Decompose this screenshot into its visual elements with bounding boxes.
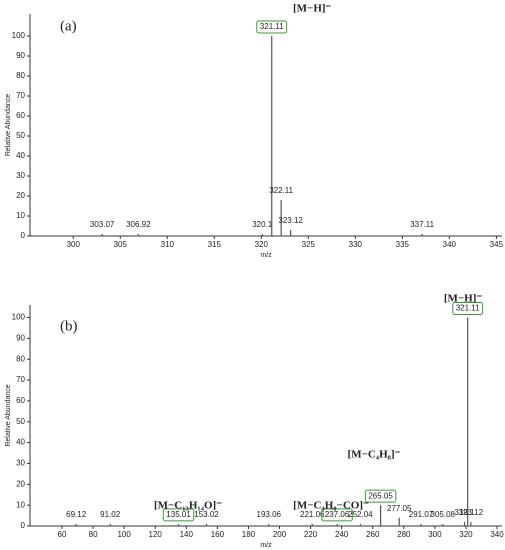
y-tick-label: 30: [16, 459, 25, 468]
x-tick-label: 305: [114, 240, 128, 249]
y-tick-label: 10: [16, 211, 25, 220]
y-tick-label: 80: [16, 354, 25, 363]
x-axis-label: m/z: [260, 542, 272, 549]
annotation: (a): [60, 18, 77, 34]
x-tick-label: 120: [149, 530, 163, 539]
peak-label-box: [162, 508, 195, 522]
peak-label: 323.12: [278, 216, 303, 225]
y-tick-label: 60: [16, 396, 25, 405]
y-tick-label: 100: [12, 31, 26, 40]
annotation: [M−C₄H₈−CO]⁻: [293, 500, 369, 512]
annotation: [M−C₄H₈]⁻: [348, 449, 401, 461]
y-tick-label: 30: [16, 171, 25, 180]
annotation: [M−C₁₃H₁₄O]⁻: [154, 500, 222, 512]
x-axis-label: m/z: [260, 252, 272, 259]
y-tick-label: 90: [16, 51, 25, 60]
x-tick-label: 300: [428, 530, 442, 539]
y-tick-label: 0: [21, 231, 26, 240]
y-tick-label: 40: [16, 151, 25, 160]
peak-label: 305.08: [431, 510, 456, 519]
peak-label-box: [321, 508, 353, 522]
peak-label: 252.04: [348, 510, 373, 519]
peak-label-box: [364, 489, 397, 503]
x-tick-label: 240: [335, 530, 349, 539]
peak-label: 322.11: [269, 186, 293, 195]
peak-label-box: [452, 302, 484, 316]
y-tick-label: 70: [16, 375, 25, 384]
y-tick-label: 100: [12, 313, 26, 322]
x-tick-label: 320: [255, 240, 269, 249]
y-tick-label: 80: [16, 71, 25, 80]
y-tick-label: 90: [16, 333, 25, 342]
x-tick-label: 320: [459, 530, 473, 539]
x-tick-label: 340: [443, 240, 457, 249]
peak-label: 237.06: [325, 510, 350, 519]
peak-label: 291.07: [409, 510, 434, 519]
peak-label: 306.92: [126, 220, 151, 229]
x-tick-label: 200: [273, 530, 287, 539]
annotation: (b): [60, 318, 78, 334]
x-tick-label: 60: [58, 530, 67, 539]
annotation: [M−H]⁻: [293, 3, 332, 15]
peak-label: 135.01: [166, 510, 191, 519]
x-tick-label: 80: [89, 530, 98, 539]
x-tick-label: 315: [208, 240, 222, 249]
y-tick-label: 0: [21, 521, 26, 530]
peak-label: 323.12: [459, 508, 484, 517]
x-tick-label: 140: [180, 530, 194, 539]
peak-label-box: [256, 20, 288, 34]
x-tick-label: 280: [397, 530, 411, 539]
peak-label: 321.11: [260, 22, 284, 31]
peak-label: 91.02: [100, 510, 121, 519]
x-tick-label: 180: [242, 530, 256, 539]
x-tick-label: 100: [117, 530, 131, 539]
x-tick-label: 335: [396, 240, 410, 249]
peak-label: 321.11: [456, 304, 480, 313]
y-axis-label: Relative Abundance: [5, 384, 12, 446]
y-axis-label: Relative Abundance: [5, 94, 12, 156]
x-tick-label: 345: [490, 240, 504, 249]
y-tick-label: 50: [16, 131, 25, 140]
x-tick-label: 300: [67, 240, 81, 249]
y-tick-label: 40: [16, 438, 25, 447]
peak-label: 153.02: [194, 510, 219, 519]
y-tick-label: 20: [16, 479, 25, 488]
peak-label: 69.12: [66, 510, 87, 519]
y-tick-label: 60: [16, 111, 25, 120]
x-tick-label: 220: [304, 530, 318, 539]
y-tick-label: 20: [16, 191, 25, 200]
x-tick-label: 160: [211, 530, 225, 539]
peak-label: 303.07: [90, 220, 115, 229]
y-tick-label: 70: [16, 91, 25, 100]
peak-label: 337.11: [410, 220, 434, 229]
y-tick-label: 10: [16, 500, 25, 509]
peak-label: 193.06: [257, 510, 282, 519]
peak-label: 265.05: [368, 491, 393, 500]
y-tick-label: 50: [16, 417, 25, 426]
peak-label: 277.05: [387, 504, 412, 513]
x-tick-label: 310: [161, 240, 175, 249]
x-tick-label: 260: [366, 530, 380, 539]
x-tick-label: 330: [349, 240, 363, 249]
peak-label: 221.06: [300, 510, 325, 519]
x-tick-label: 340: [490, 530, 504, 539]
annotation: [M−H]⁻: [444, 293, 483, 305]
peak-label: 320.1: [252, 220, 273, 229]
x-tick-label: 325: [302, 240, 316, 249]
peak-label: 319.1: [455, 508, 476, 517]
